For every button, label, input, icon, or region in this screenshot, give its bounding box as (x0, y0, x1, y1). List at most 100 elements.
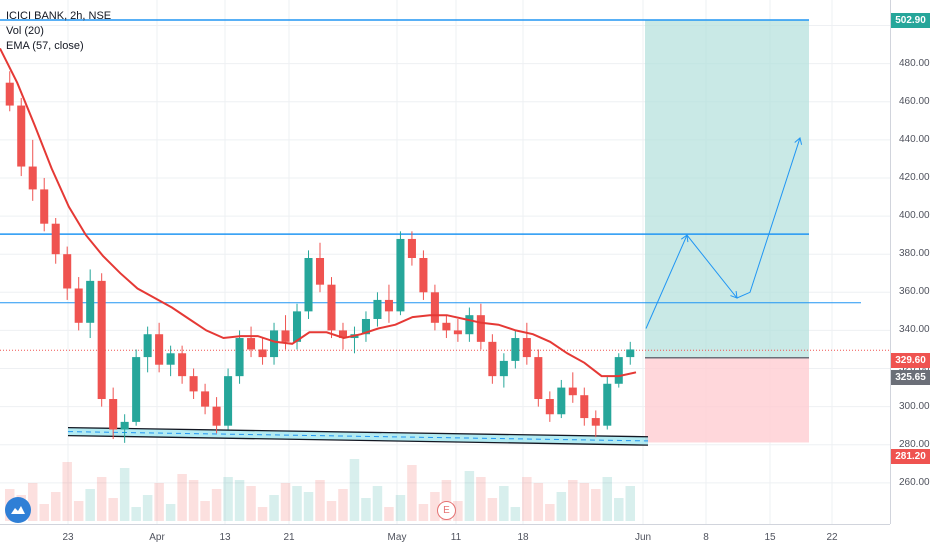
arrow-head-icon (680, 234, 689, 243)
time-tick-label: 11 (450, 532, 462, 543)
candle-body (488, 341, 497, 377)
price-tick-label: 260.00 (899, 476, 930, 488)
price-tick-label: 360.00 (899, 286, 930, 298)
price-tick-label: 420.00 (899, 171, 930, 183)
horizontal-levels[interactable] (0, 19, 890, 351)
earnings-badge-icon[interactable]: E (437, 501, 456, 520)
candle-body (557, 387, 566, 415)
price-chart[interactable] (0, 0, 890, 524)
time-tick-label: Apr (149, 532, 165, 543)
volume-bar (177, 474, 187, 521)
candle-body (155, 334, 164, 365)
volume-bar (96, 477, 107, 521)
time-tick-label: 8 (703, 532, 709, 543)
volume-bar (556, 492, 567, 521)
volume-bar (510, 507, 521, 521)
time-axis[interactable] (0, 524, 890, 551)
candle-body (201, 391, 210, 407)
volume-bar (119, 468, 130, 521)
support-channel[interactable] (67, 426, 649, 446)
volume-indicator-label[interactable]: Vol (20) (6, 25, 44, 37)
volume-bar (211, 489, 222, 521)
volume-bar (579, 483, 590, 521)
loss-zone (645, 357, 809, 443)
channel-top (67, 426, 649, 438)
target-price-tag: 502.90 (891, 13, 930, 28)
volume-bar (395, 495, 406, 521)
volume-bar (338, 489, 348, 521)
volume-bars (5, 459, 635, 521)
volume-bar (223, 477, 233, 521)
volume-bar (280, 483, 291, 521)
candle-body (453, 330, 462, 335)
candlestick-series (5, 71, 635, 443)
price-tick-label: 480.00 (899, 57, 930, 69)
candle-body (442, 322, 451, 331)
volume-bar (165, 504, 176, 521)
candle-body (534, 357, 543, 400)
volume-bar (625, 486, 635, 521)
candle-body (430, 292, 439, 323)
ema-line (0, 47, 637, 378)
candle-body (603, 383, 612, 426)
volume-bar (154, 483, 164, 521)
volume-bar (188, 480, 199, 521)
volume-bar (131, 507, 141, 521)
candle-body (97, 280, 106, 400)
candle-body (373, 299, 382, 319)
price-axis[interactable] (890, 0, 932, 524)
price-tick-label: 380.00 (899, 248, 930, 260)
chart-legend[interactable]: ICICI BANK, 2h, NSE Vol (20) EMA (57, cl… (6, 9, 111, 54)
channel-mid (67, 431, 649, 442)
volume-bar (453, 501, 463, 521)
volume-bar (234, 480, 245, 521)
candle-body (396, 238, 405, 312)
volume-bar (568, 480, 578, 521)
time-tick-label: Jun (634, 532, 652, 543)
time-tick-label: 15 (764, 532, 776, 543)
volume-bar (476, 477, 486, 521)
candle-body (580, 395, 589, 419)
candle-body (235, 338, 244, 377)
volume-bar (384, 507, 394, 521)
ema-polyline (0, 47, 637, 378)
candle-body (315, 258, 325, 285)
volume-bar (430, 492, 440, 521)
position-zones[interactable] (645, 20, 809, 443)
candle-body (292, 311, 302, 342)
candle-body (258, 349, 267, 358)
time-tick-label: 18 (517, 532, 529, 543)
candle-body (17, 105, 26, 167)
projected-path[interactable] (645, 137, 803, 329)
volume-bar (142, 495, 153, 521)
volume-bar (418, 504, 429, 521)
candle-body (476, 315, 485, 342)
volume-bar (614, 498, 624, 521)
volume-bar (27, 483, 38, 521)
candle-body (545, 399, 554, 415)
symbol-title[interactable]: ICICI BANK, 2h, NSE (6, 10, 112, 22)
candle-body (270, 330, 279, 358)
volume-bar (200, 501, 210, 521)
candle-body (614, 357, 623, 384)
candle-body (522, 338, 531, 358)
candle-body (499, 360, 508, 377)
tradingview-logo-icon[interactable] (5, 497, 31, 523)
time-tick-label: 21 (283, 532, 295, 543)
volume-bar (407, 465, 417, 521)
candle-body (212, 406, 221, 426)
candle-body (591, 418, 600, 426)
volume-bar (246, 486, 256, 521)
candle-body (109, 399, 118, 430)
volume-bar (85, 489, 95, 521)
volume-bar (39, 504, 49, 521)
candle-body (511, 338, 520, 361)
ema-indicator-label[interactable]: EMA (57, close) (6, 40, 84, 52)
entry-price-tag: 325.65 (891, 370, 930, 385)
candle-body (178, 353, 187, 377)
profit-zone (645, 20, 809, 358)
volume-bar (62, 462, 72, 521)
candle-body (63, 254, 72, 289)
arrow-head-icon (730, 291, 738, 299)
